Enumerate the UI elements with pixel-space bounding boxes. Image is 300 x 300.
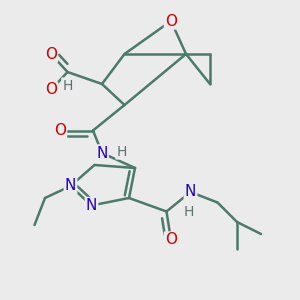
Text: O: O [165,232,177,247]
Text: H: H [62,79,73,92]
Text: O: O [45,82,57,98]
Text: N: N [86,198,97,213]
Text: O: O [54,123,66,138]
Text: O: O [165,14,177,28]
Text: H: H [184,205,194,218]
Text: H: H [116,145,127,158]
Text: N: N [65,178,76,194]
Text: N: N [185,184,196,200]
Text: N: N [96,146,108,160]
Text: O: O [45,46,57,62]
